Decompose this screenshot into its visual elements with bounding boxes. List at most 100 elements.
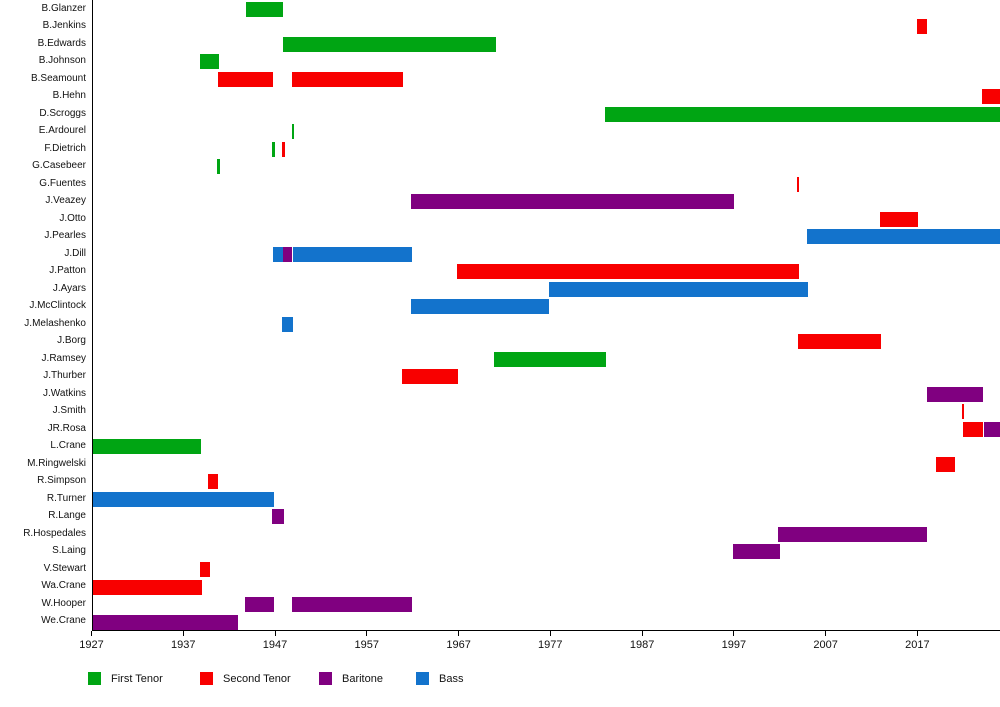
row-label: JR.Rosa (47, 422, 86, 434)
row-label: J.Smith (52, 405, 86, 417)
x-axis-tick-label: 1947 (262, 639, 288, 651)
row-label: L.Crane (50, 440, 86, 452)
x-axis-tick-label: 2007 (813, 639, 838, 651)
timeline-bar (91, 614, 239, 630)
x-axis-tick (641, 631, 643, 636)
row-label: J.Pearles (44, 230, 86, 242)
row-label: J.Dill (64, 247, 86, 259)
row-label: E.Ardourel (38, 125, 86, 137)
x-axis-tick (549, 631, 551, 636)
timeline-bar (282, 141, 286, 157)
row-label: S.Laing (52, 545, 86, 557)
legend-label-bass: Bass (439, 672, 464, 685)
timeline-bar (283, 246, 293, 262)
x-axis-tick (182, 631, 184, 636)
timeline-bar (91, 491, 275, 507)
x-axis-tick-label: 1957 (354, 639, 380, 651)
timeline-bar (272, 141, 276, 157)
row-label: Wa.Crane (41, 580, 86, 592)
timeline-bar (777, 526, 928, 542)
timeline-bar (410, 194, 734, 210)
timeline-bar (456, 264, 799, 280)
legend-swatch-first-tenor (88, 672, 101, 685)
timeline-bar (935, 456, 956, 472)
timeline-bar (798, 334, 881, 350)
row-label: G.Fuentes (39, 177, 86, 189)
row-label: R.Lange (48, 510, 86, 522)
x-axis-tick (733, 631, 735, 636)
legend-swatch-baritone (319, 672, 332, 685)
timeline-bar (199, 561, 210, 577)
row-label: R.Hospedales (23, 527, 86, 539)
row-label: We.Crane (41, 615, 86, 627)
row-label: B.Seamount (30, 72, 86, 84)
row-label: V.Stewart (43, 562, 86, 574)
timeline-bar (199, 54, 220, 69)
x-axis-tick-label: 1977 (538, 639, 563, 651)
row-label: M.Ringwelski (27, 457, 86, 469)
timeline-bar (917, 19, 928, 34)
timeline-bar (272, 509, 285, 525)
x-axis-tick (366, 631, 368, 636)
timeline-bar (494, 351, 607, 367)
row-label: B.Johnson (38, 55, 86, 67)
row-label: D.Scroggs (39, 107, 86, 119)
timeline-bar (733, 544, 780, 560)
row-label: F.Dietrich (44, 142, 86, 154)
x-axis-line (91, 630, 1000, 631)
timeline-bar (273, 246, 284, 262)
timeline-bar (208, 474, 219, 490)
legend-swatch-second-tenor (200, 672, 213, 685)
row-label: J.Watkins (43, 387, 86, 399)
row-label: J.McClintock (29, 300, 86, 312)
timeline-bar (926, 386, 984, 402)
row-label: B.Jenkins (42, 20, 86, 31)
timeline-bar (91, 439, 201, 455)
timeline-bar (879, 211, 919, 227)
row-label: J.Borg (57, 335, 86, 347)
row-label: B.Edwards (37, 37, 86, 49)
row-label: J.Veazey (45, 195, 86, 207)
x-axis-tick-label: 1937 (171, 639, 196, 651)
timeline-bar (218, 71, 274, 87)
row-label: J.Melashenko (24, 317, 86, 329)
row-label: J.Ayars (52, 282, 86, 294)
timeline-bar (292, 246, 412, 262)
row-label: B.Glanzer (41, 2, 86, 14)
timeline-bar (983, 421, 1000, 437)
timeline-bar (281, 316, 293, 332)
row-label: B.Hehn (52, 90, 86, 102)
x-axis-tick-label: 1967 (446, 639, 471, 651)
timeline-bar (963, 421, 983, 437)
timeline-bar (91, 579, 202, 595)
row-label: J.Ramsey (41, 352, 86, 364)
legend-swatch-bass (416, 672, 429, 685)
legend-label-baritone: Baritone (342, 672, 383, 685)
row-label: J.Otto (59, 212, 86, 224)
x-axis-tick (91, 631, 92, 636)
timeline-bar (797, 176, 800, 192)
legend-label-first-tenor: First Tenor (111, 672, 163, 685)
x-axis-tick (458, 631, 460, 636)
timeline-bar (291, 124, 295, 140)
row-label: J.Patton (49, 265, 86, 277)
row-label: R.Simpson (37, 475, 86, 487)
x-axis-tick-label: 1997 (721, 639, 747, 651)
row-label: G.Casebeer (32, 160, 86, 172)
timeline-bar (291, 71, 403, 87)
timeline-bar (283, 36, 497, 52)
row-label: W.Hooper (41, 597, 86, 609)
timeline-bar (217, 159, 220, 175)
timeline-bar (244, 597, 275, 612)
timeline-bar (962, 404, 965, 420)
x-axis-tick-label: 1927 (79, 639, 104, 651)
row-label: R.Turner (46, 492, 86, 504)
x-axis-tick (825, 631, 827, 636)
legend-label-second-tenor: Second Tenor (223, 672, 291, 685)
timeline-bar (807, 229, 1000, 245)
timeline-bar (291, 597, 412, 612)
timeline-bar (549, 281, 809, 297)
x-axis-tick-label: 2017 (905, 639, 930, 651)
timeline-bar (245, 1, 284, 17)
